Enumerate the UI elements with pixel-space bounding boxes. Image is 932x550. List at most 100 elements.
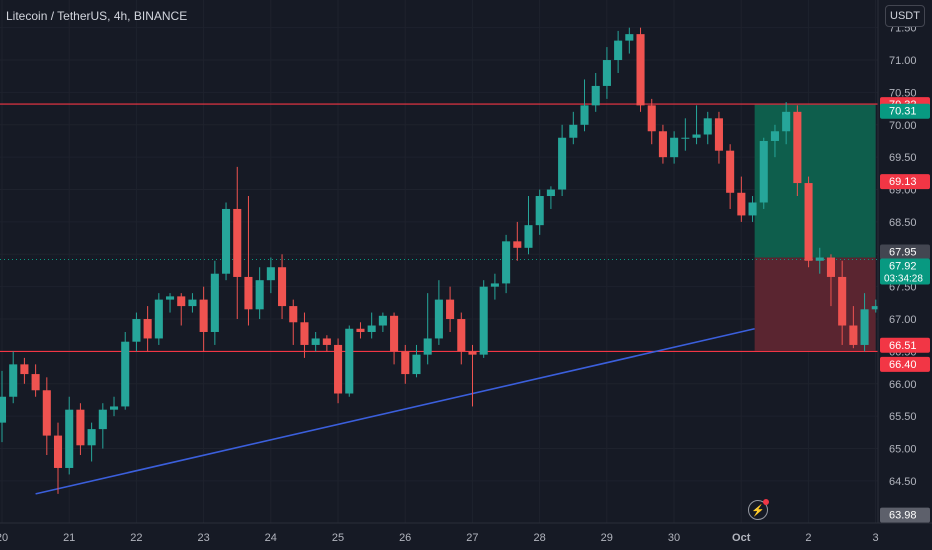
y-tick-label: 68.50 [889, 217, 917, 229]
price-label-text: 67.92 [889, 260, 917, 272]
x-tick-label: 23 [197, 532, 209, 544]
trendline[interactable] [35, 327, 755, 495]
x-tick-label: 21 [63, 532, 75, 544]
x-tick-label: 2 [805, 532, 811, 544]
x-tick-label: 3 [873, 532, 879, 544]
candle-body [714, 118, 723, 151]
candle-body [423, 338, 432, 355]
candle-body [222, 208, 231, 274]
candle-body [31, 374, 40, 391]
candle-body [670, 137, 679, 158]
x-tick-label: 29 [601, 532, 613, 544]
x-tick-label: 26 [399, 532, 411, 544]
x-tick-label: 25 [332, 532, 344, 544]
x-tick-label: 24 [265, 532, 277, 544]
y-tick-label: 66.00 [889, 379, 917, 391]
candle-body [838, 276, 847, 326]
candle-body [244, 276, 253, 310]
candle-body [300, 322, 309, 345]
y-tick-label: 70.00 [889, 120, 917, 132]
candle-body [502, 241, 511, 284]
price-label-badge [880, 258, 930, 285]
price-label-text: 70.31 [889, 106, 917, 118]
candle-body [255, 280, 264, 310]
candle-body [434, 299, 443, 339]
candle-body [87, 429, 96, 446]
candle-body [614, 40, 623, 61]
symbol-title: Litecoin / TetherUS, 4h, BINANCE [6, 9, 188, 23]
candle-body [378, 315, 387, 326]
candle-body [602, 60, 611, 86]
position-loss-zone[interactable] [754, 257, 876, 351]
candle-body [356, 328, 365, 332]
candle-body [580, 105, 589, 125]
countdown-text: 03:34:28 [884, 273, 923, 284]
bolt-icon[interactable]: ⚡ [748, 499, 769, 520]
y-tick-label: 67.50 [889, 282, 917, 294]
price-label-badge [880, 507, 930, 523]
candle-body [143, 319, 152, 339]
y-tick-label: 71.00 [889, 55, 917, 67]
candle-body [793, 111, 802, 184]
x-tick-label: Oct [732, 532, 751, 544]
lightning-glyph: ⚡ [751, 504, 765, 517]
candle-body [42, 390, 51, 436]
y-tick-label: 70.50 [889, 87, 917, 99]
candle-body [233, 208, 242, 277]
candle-body [98, 409, 107, 430]
price-label-badge [880, 244, 930, 260]
candle-body [826, 257, 835, 277]
candle-body [692, 134, 701, 138]
candle-body [289, 306, 298, 323]
candle-body [558, 137, 567, 190]
candle-body [322, 338, 331, 345]
candle-body [401, 351, 410, 375]
y-tick-label: 67.00 [889, 314, 917, 326]
candle-body [154, 299, 163, 339]
candle-body [479, 286, 488, 355]
candle-body [457, 319, 466, 352]
candle-body [849, 325, 858, 345]
candle-body [390, 315, 399, 352]
candle-body [535, 196, 544, 226]
candle-body [9, 364, 18, 397]
candle-body [188, 299, 197, 307]
candle-body [513, 241, 522, 248]
y-tick-label: 64.50 [889, 476, 917, 488]
grid-lines [0, 0, 878, 523]
notification-dot [763, 499, 769, 505]
candle-body [109, 406, 119, 410]
candle-body [804, 183, 813, 261]
price-label-badge [880, 103, 930, 119]
candle-body [278, 267, 287, 307]
price-label-text: 69.13 [889, 176, 917, 188]
candle-body [759, 140, 768, 203]
candle-body [748, 202, 757, 216]
price-label-badge [880, 174, 930, 190]
candle-body [199, 299, 208, 332]
price-label-text: 67.95 [889, 247, 917, 259]
candle-body [737, 192, 746, 216]
y-tick-label: 71.50 [889, 23, 917, 35]
candle-body [681, 137, 690, 139]
candle-body [647, 105, 656, 132]
candle-body [860, 309, 869, 345]
price-label-badge [880, 356, 930, 372]
candle-body [591, 85, 600, 106]
candle-body [76, 409, 85, 446]
candle-body [703, 118, 712, 135]
candle-body [0, 396, 7, 423]
price-label-badge [880, 337, 930, 353]
price-label-text: 66.51 [889, 340, 917, 352]
position-profit-zone[interactable] [754, 104, 876, 258]
currency-button[interactable]: USDT [885, 5, 925, 27]
candle-body [871, 306, 880, 310]
candle-body [53, 435, 63, 468]
x-tick-label: 30 [668, 532, 680, 544]
x-tick-label: 27 [466, 532, 478, 544]
candle-body [658, 131, 667, 158]
candle-body [177, 296, 186, 307]
candle-body [815, 257, 824, 261]
